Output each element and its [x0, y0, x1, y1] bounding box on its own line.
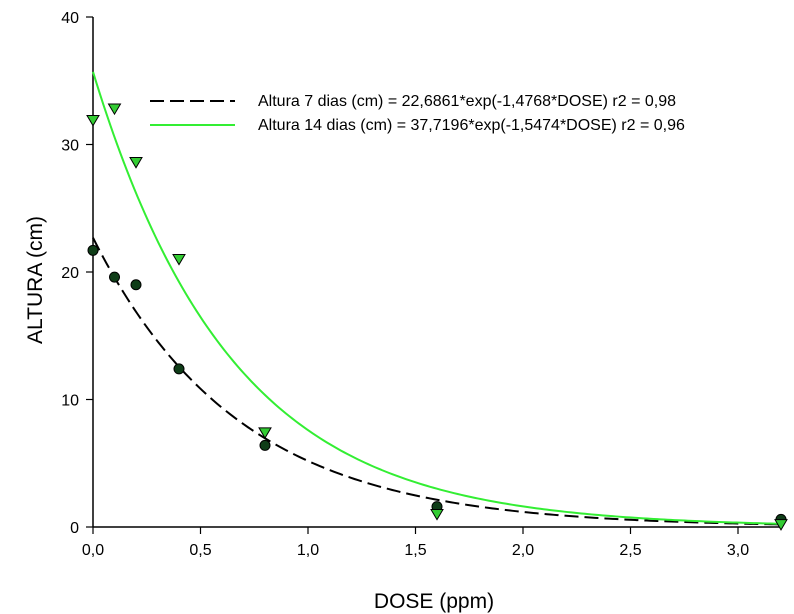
- y-tick-label: 0: [70, 520, 79, 537]
- data-point-triangle: [129, 157, 143, 169]
- x-tick-label: 1,0: [297, 542, 319, 559]
- fit-curve-1: [92, 237, 782, 526]
- y-tick-label: 10: [61, 393, 79, 410]
- data-point-triangle: [258, 427, 272, 440]
- data-point-triangle: [172, 253, 186, 266]
- data-point-circle: [87, 244, 99, 256]
- legend: Altura 7 dias (cm) = 22,6861*exp(-1,4768…: [150, 93, 685, 134]
- y-tick-label: 30: [61, 138, 79, 155]
- data-point-circle: [130, 279, 142, 291]
- x-tick-label: 2,0: [512, 542, 534, 559]
- x-axis-title: DOSE (ppm): [374, 590, 494, 613]
- x-tick-label: 1,5: [404, 542, 426, 559]
- x-tick-label: 0,5: [189, 542, 211, 559]
- y-axis-title: ALTURA (cm): [24, 216, 47, 344]
- data-point-triangle: [430, 508, 444, 521]
- data-point-triangle: [774, 519, 788, 531]
- fit-curves: [92, 71, 782, 526]
- axes: 0,0 0,5 1,0 1,5 2,0 2,5 3,0 0 10 20 30 40: [61, 10, 781, 559]
- legend-label-2: Altura 14 dias (cm) = 37,7196*exp(-1,547…: [258, 117, 685, 134]
- data-point-circle: [109, 271, 120, 283]
- x-tick-label: 0,0: [82, 542, 104, 559]
- data-points: [86, 103, 788, 531]
- data-point-circle: [173, 363, 185, 375]
- data-point-triangle: [86, 114, 100, 127]
- data-point-circle: [259, 439, 271, 451]
- y-tick-label: 20: [61, 265, 79, 282]
- x-tick-label: 2,5: [619, 542, 641, 559]
- legend-label-1: Altura 7 dias (cm) = 22,6861*exp(-1,4768…: [258, 93, 676, 110]
- fit-curve-2: [92, 71, 782, 525]
- x-tick-label: 3,0: [727, 542, 749, 559]
- y-tick-label: 40: [61, 10, 79, 27]
- data-point-triangle: [107, 103, 122, 116]
